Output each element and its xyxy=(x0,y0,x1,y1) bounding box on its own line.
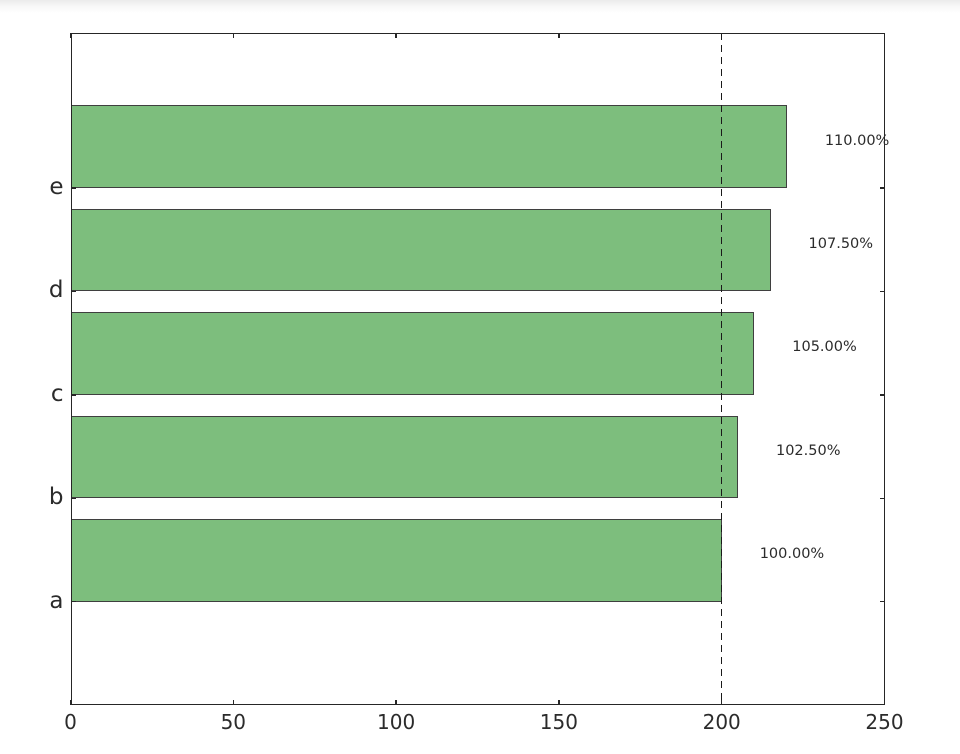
tick-mark xyxy=(879,187,885,189)
tick-mark xyxy=(558,700,560,705)
x-tick-label-200: 200 xyxy=(702,710,741,734)
tick-mark xyxy=(70,394,76,396)
tick-mark xyxy=(232,33,234,38)
tick-mark xyxy=(558,33,560,38)
tick-mark xyxy=(879,600,885,603)
bar-value-label-d: 107.50% xyxy=(808,235,874,252)
bar-value-label-c: 105.00% xyxy=(792,339,857,356)
bar-a xyxy=(70,518,722,602)
y-tick-label-b: b xyxy=(48,484,64,511)
x-tick-label-100: 100 xyxy=(377,710,416,734)
tick-mark xyxy=(70,600,76,603)
y-tick-label-c: c xyxy=(50,380,64,407)
x-tick-label-150: 150 xyxy=(539,710,578,734)
page-top-shadow xyxy=(0,0,960,13)
y-tick-label-a: a xyxy=(49,587,64,614)
tick-mark xyxy=(70,290,76,293)
tick-mark xyxy=(395,700,397,705)
y-tick-label-d: d xyxy=(48,277,64,304)
x-tick-label-250: 250 xyxy=(865,710,904,734)
tick-mark xyxy=(69,33,72,38)
bar-d xyxy=(70,208,771,292)
y-tick-label-e: e xyxy=(49,174,64,201)
bar-value-label-e: 110.00% xyxy=(824,132,890,149)
x-tick-label-50: 50 xyxy=(220,710,247,734)
tick-mark xyxy=(879,497,885,499)
bar-value-label-a: 100.00% xyxy=(759,546,825,562)
tick-mark xyxy=(69,700,72,705)
bar-b xyxy=(70,415,738,499)
bar-value-label-b: 102.50% xyxy=(775,442,841,459)
tick-mark xyxy=(232,700,234,705)
tick-mark xyxy=(70,497,76,499)
reference-line xyxy=(720,33,723,705)
tick-mark xyxy=(395,33,397,38)
bar-c xyxy=(70,312,755,395)
tick-mark xyxy=(879,394,885,396)
tick-mark xyxy=(879,290,885,293)
tick-mark xyxy=(883,33,886,38)
tick-mark xyxy=(883,700,886,705)
x-tick-label-0: 0 xyxy=(64,710,77,734)
tick-mark xyxy=(70,187,76,189)
plot-area xyxy=(69,33,886,705)
bar-e xyxy=(70,105,787,189)
